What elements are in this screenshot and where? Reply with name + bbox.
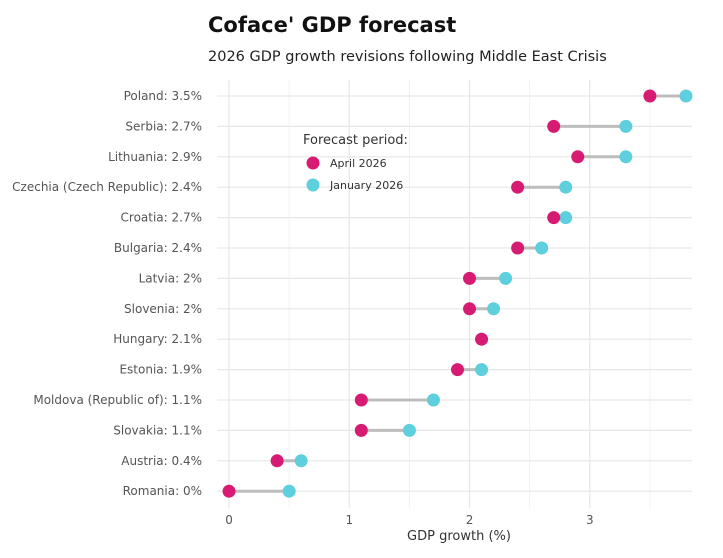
point-january-2026 <box>559 180 573 194</box>
point-april-2026 <box>354 423 368 437</box>
chart-subtitle: 2026 GDP growth revisions following Midd… <box>208 49 607 65</box>
point-april-2026 <box>222 484 236 498</box>
points <box>222 89 693 498</box>
point-april-2026 <box>571 150 585 164</box>
point-april-2026 <box>547 211 561 225</box>
connectors <box>227 94 688 493</box>
point-april-2026 <box>643 89 657 103</box>
point-april-2026 <box>511 241 525 255</box>
x-axis-title: GDP growth (%) <box>407 529 511 544</box>
point-january-2026 <box>559 211 573 225</box>
x-tick-label: 3 <box>586 513 594 527</box>
legend-marker-april-2026 <box>306 156 320 170</box>
point-january-2026 <box>679 89 693 103</box>
legend-title: Forecast period: <box>303 133 408 148</box>
point-april-2026 <box>475 332 489 346</box>
category-label: Estonia: 1.9% <box>119 363 202 377</box>
point-january-2026 <box>619 150 633 164</box>
point-april-2026 <box>463 271 477 285</box>
category-label: Bulgaria: 2.4% <box>114 241 202 255</box>
point-january-2026 <box>619 119 633 133</box>
point-april-2026 <box>270 454 284 468</box>
category-label: Poland: 3.5% <box>124 89 202 103</box>
category-label: Latvia: 2% <box>139 271 202 285</box>
point-january-2026 <box>499 271 513 285</box>
x-tick-label: 0 <box>225 513 233 527</box>
x-tick-label: 2 <box>466 513 474 527</box>
x-tick-label: 1 <box>345 513 353 527</box>
point-april-2026 <box>463 302 477 316</box>
category-label: Slovakia: 1.1% <box>113 423 202 437</box>
point-april-2026 <box>511 180 525 194</box>
category-label: Austria: 0.4% <box>121 454 202 468</box>
point-january-2026 <box>535 241 549 255</box>
category-label: Croatia: 2.7% <box>121 211 202 225</box>
tick-labels: 0 1 2 3 <box>225 513 593 527</box>
legend-label-april-2026: April 2026 <box>330 157 387 170</box>
point-april-2026 <box>547 119 561 133</box>
legend-label-january-2026: January 2026 <box>329 179 403 192</box>
category-labels: Poland: 3.5% Serbia: 2.7% Lithuania: 2.9% C… <box>12 89 202 498</box>
legend: Forecast period: April 2026 January 2026 <box>303 133 408 192</box>
category-label: Lithuania: 2.9% <box>108 150 202 164</box>
point-january-2026 <box>294 454 308 468</box>
legend-marker-january-2026 <box>306 178 320 192</box>
point-april-2026 <box>451 363 465 377</box>
point-january-2026 <box>426 393 440 407</box>
category-label: Slovenia: 2% <box>124 302 202 316</box>
category-label: Serbia: 2.7% <box>125 119 202 133</box>
point-january-2026 <box>282 484 296 498</box>
category-label: Hungary: 2.1% <box>113 332 202 346</box>
category-label: Moldova (Republic of): 1.1% <box>33 393 202 407</box>
point-april-2026 <box>354 393 368 407</box>
category-label: Romania: 0% <box>123 484 202 498</box>
point-january-2026 <box>487 302 501 316</box>
grid <box>217 80 692 508</box>
category-label: Czechia (Czech Republic): 2.4% <box>12 180 202 194</box>
point-january-2026 <box>402 423 416 437</box>
point-january-2026 <box>475 363 489 377</box>
chart-title: Coface' GDP forecast <box>208 13 456 37</box>
